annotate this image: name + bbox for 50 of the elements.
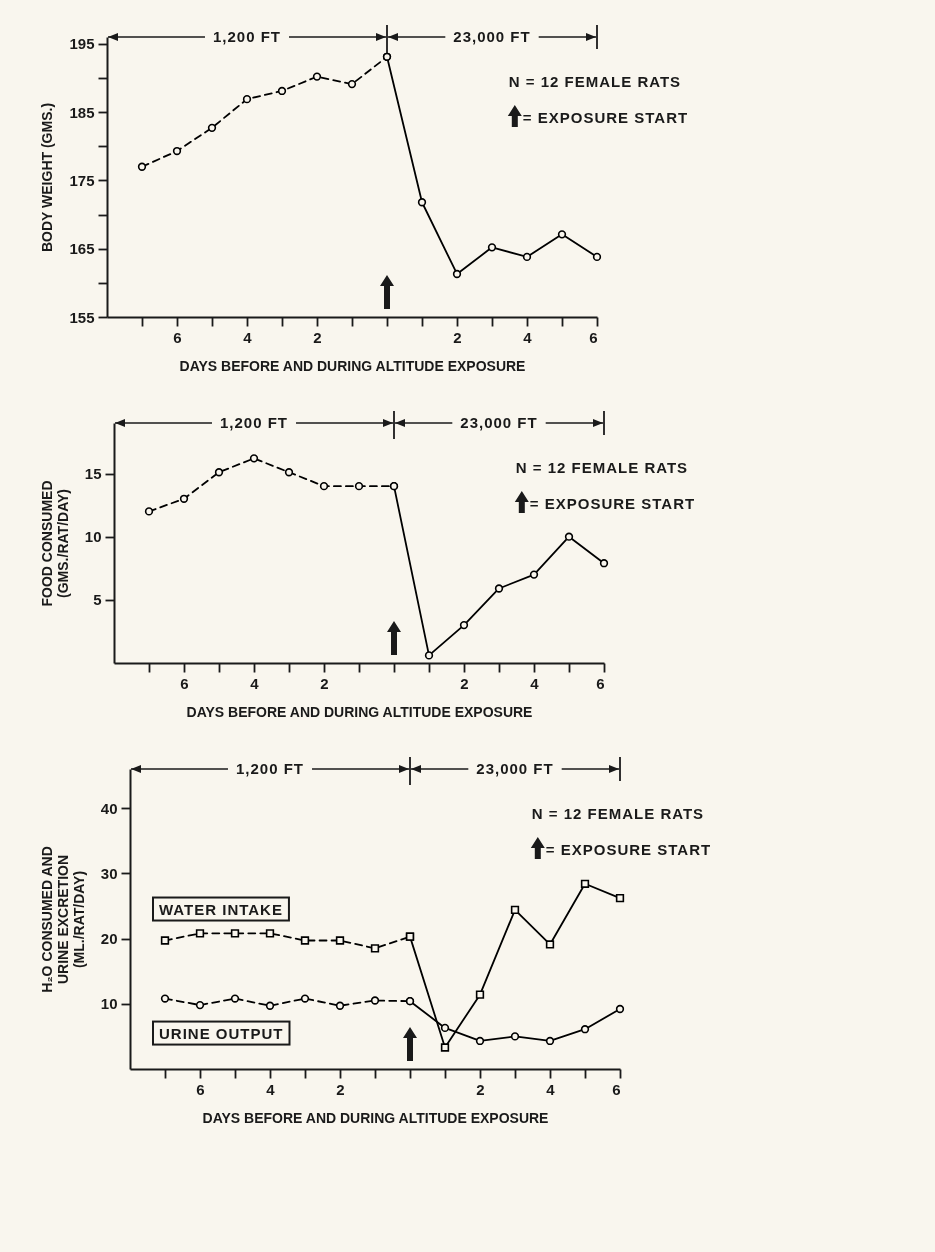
y-tick-label: 10 [84, 528, 102, 546]
y-tick-label: 20 [100, 930, 118, 948]
annotation: 23,000 FT [453, 28, 531, 45]
x-tick-label: 4 [523, 328, 533, 346]
x-tick-label: 6 [196, 1080, 205, 1098]
y-tick-label: 15 [84, 465, 102, 483]
x-tick-label: 2 [313, 328, 322, 346]
x-tick-label: 2 [460, 674, 469, 692]
x-axis-title: DAYS BEFORE AND DURING ALTITUDE EXPOSURE [179, 357, 526, 374]
annotation: 1,200 FT [212, 28, 282, 45]
series-label: URINE OUTPUT [159, 1024, 284, 1042]
y-tick-label: 175 [69, 171, 95, 189]
y-tick-label: 30 [100, 864, 118, 882]
y-tick-label: 165 [69, 240, 95, 258]
annotation: N = 12 FEMALE RATS [508, 73, 682, 90]
annotation: 1,200 FT [219, 414, 289, 431]
y-axis-title: H₂O CONSUMED AND URINE EXCRETION (ML./RAT/DAY) [38, 846, 87, 993]
annotation: N = 12 FEMALE RATS [531, 805, 705, 822]
annotation: 23,000 FT [476, 760, 554, 777]
x-tick-label: 6 [612, 1080, 621, 1098]
y-tick-label: 10 [100, 995, 118, 1013]
x-tick-label: 4 [250, 674, 260, 692]
x-tick-label: 6 [589, 328, 598, 346]
x-tick-label: 2 [476, 1080, 485, 1098]
y-tick-label: 185 [69, 103, 95, 121]
annotation: N = 12 FEMALE RATS [515, 459, 689, 476]
x-tick-label: 6 [180, 674, 189, 692]
y-axis-title: FOOD CONSUMED (GMS./RAT/DAY) [38, 480, 71, 607]
x-tick-label: 2 [453, 328, 462, 346]
x-axis-title: DAYS BEFORE AND DURING ALTITUDE EXPOSURE [202, 1109, 549, 1126]
y-tick-label: 195 [69, 35, 95, 53]
x-tick-label: 2 [336, 1080, 345, 1098]
y-tick-label: 155 [69, 308, 95, 326]
x-tick-label: 4 [530, 674, 540, 692]
x-tick-label: 2 [320, 674, 329, 692]
annotation: 23,000 FT [460, 414, 538, 431]
x-tick-label: 6 [173, 328, 182, 346]
annotation: 1,200 FT [235, 760, 305, 777]
annotation: = EXPOSURE START [522, 109, 689, 126]
series-label: WATER INTAKE [159, 900, 283, 918]
annotation: = EXPOSURE START [545, 841, 712, 858]
y-tick-label: 5 [93, 591, 102, 609]
x-axis-title: DAYS BEFORE AND DURING ALTITUDE EXPOSURE [186, 703, 533, 720]
x-tick-label: 4 [266, 1080, 276, 1098]
y-axis-title: BODY WEIGHT (GMS.) [39, 102, 56, 253]
x-tick-label: 4 [546, 1080, 556, 1098]
x-tick-label: 4 [243, 328, 253, 346]
annotation: = EXPOSURE START [529, 495, 696, 512]
y-tick-label: 40 [100, 799, 118, 817]
x-tick-label: 6 [596, 674, 605, 692]
